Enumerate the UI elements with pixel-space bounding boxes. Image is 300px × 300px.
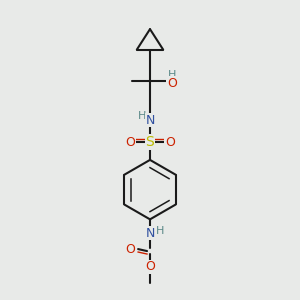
Text: N: N bbox=[145, 114, 155, 127]
Text: H: H bbox=[138, 111, 146, 121]
Text: N: N bbox=[145, 227, 155, 240]
Text: O: O bbox=[167, 77, 177, 90]
Text: O: O bbox=[145, 260, 155, 273]
Text: O: O bbox=[125, 243, 135, 256]
Text: H: H bbox=[168, 70, 176, 80]
Text: S: S bbox=[146, 135, 154, 149]
Text: O: O bbox=[125, 136, 135, 148]
Text: O: O bbox=[165, 136, 175, 148]
Text: H: H bbox=[156, 226, 164, 236]
